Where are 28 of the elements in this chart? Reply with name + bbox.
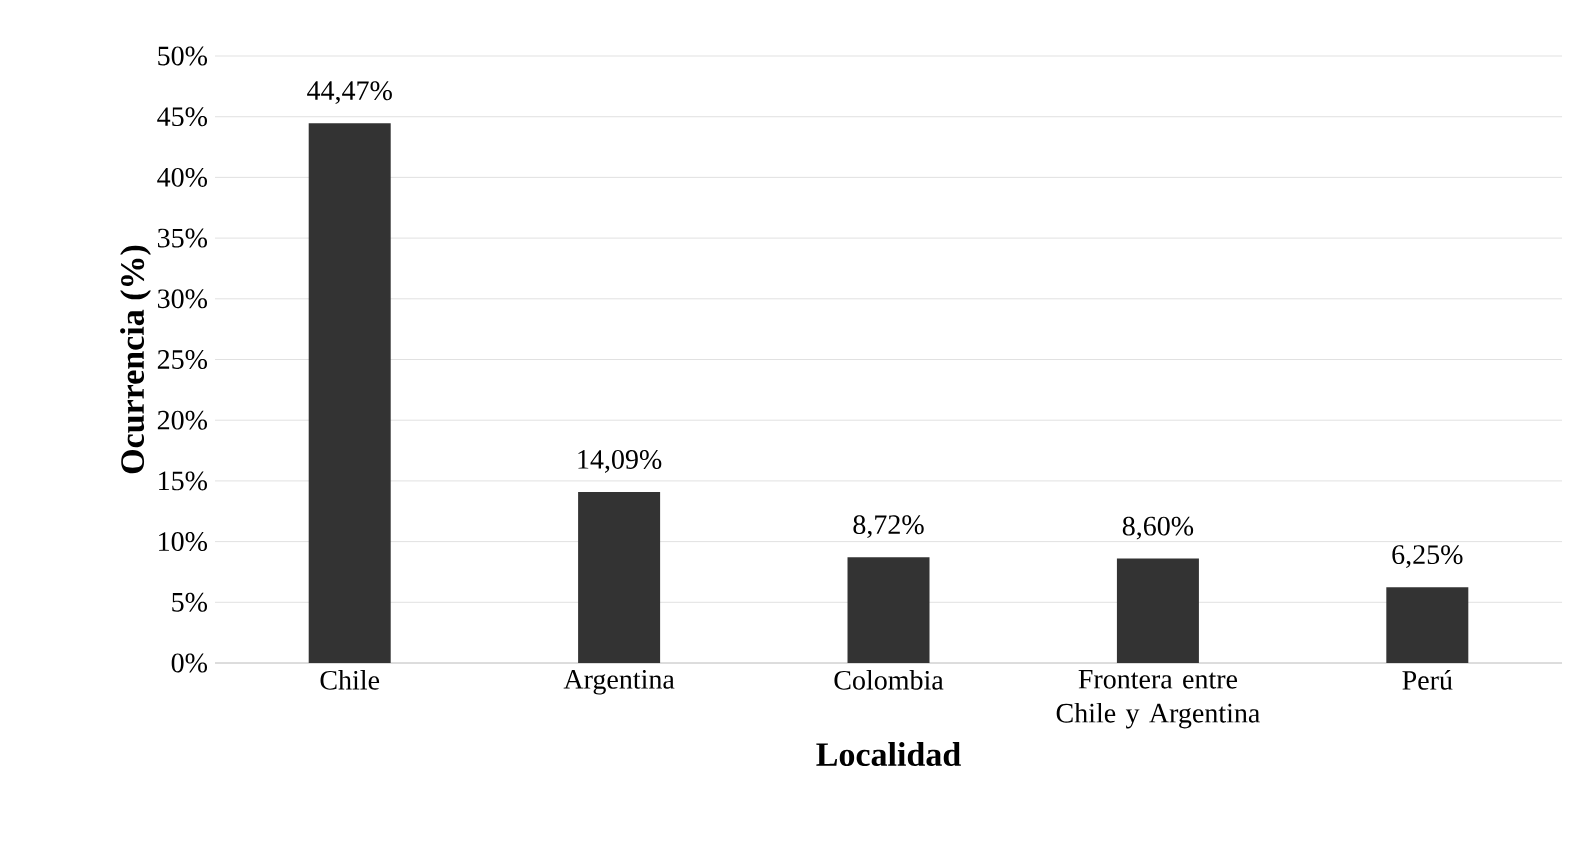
bar [308,123,391,663]
x-tick-label: Chile [320,670,380,690]
data-label: 44,47% [307,81,392,105]
x-tick-label: Perú [1402,670,1453,690]
y-tick-label: 50% [158,46,208,66]
x-tick-label: Frontera entre Chile y Argentina [1056,670,1260,729]
x-tick-label: Colombia [834,670,944,690]
y-tick-label: 0% [171,653,208,673]
y-tick-label: 30% [157,289,208,309]
y-tick-label: 20% [157,410,208,430]
y-tick-label: 25% [157,350,208,369]
y-tick-label: 35% [157,228,208,248]
bar [1116,558,1199,663]
y-tick-label: 45% [157,107,208,127]
data-label: 14,09% [578,449,662,473]
y-tick-label: 40% [157,167,208,187]
x-tick-label: Argentina [563,670,675,695]
data-label: 6,25% [1392,545,1463,569]
y-tick-label: 10% [159,532,208,552]
bar [578,491,661,663]
x-axis-title: Localidad [816,742,961,767]
bar [1386,587,1469,663]
bar [847,557,930,663]
data-label: 8,60% [1122,516,1194,540]
y-tick-label: 15% [159,471,208,491]
y-axis-title: Ocurrencia (%) [120,245,151,474]
y-tick-label: 5% [172,592,208,612]
data-label: 8,72% [853,515,924,539]
